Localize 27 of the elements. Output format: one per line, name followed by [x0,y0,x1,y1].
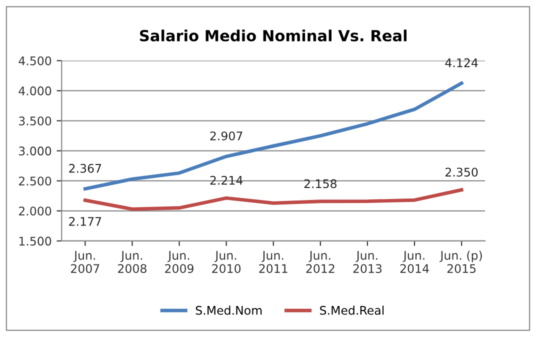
x-tick-label: Jun. 2014 [400,251,429,274]
x-tick-label: Jun. 2012 [306,251,334,274]
x-tick-label: Jun. 2013 [353,251,382,274]
legend-label: S.Med.Real [320,306,384,315]
y-tick-label: 4.500 [18,56,52,66]
x-tick-label: Jun. 2011 [259,251,288,274]
line-series [83,188,464,211]
y-tick-label: 1.500 [19,236,52,246]
y-tick-label: 3.500 [19,116,52,126]
x-tick-label: Jun. 2010 [212,251,241,274]
data-label: 2.158 [304,179,336,188]
data-label: 2.907 [210,131,242,140]
chart-title: Salario Medio Nominal Vs. Real [140,30,407,42]
data-label: 2.367 [69,164,102,173]
x-tick-label: Jun. 2008 [118,251,146,274]
y-tick-label: 3.000 [19,146,52,156]
x-tick-label: Jun. (p) 2015 [440,250,482,274]
data-label: 2.350 [446,168,478,177]
data-label: 2.214 [210,176,243,185]
y-tick-label: 2.000 [18,206,52,216]
y-tick-label: 2.500 [18,176,52,186]
x-tick-label: Jun. 2007 [71,251,100,274]
x-tick-label: Jun. 2009 [165,251,194,274]
legend-label: S.Med.Nom [196,306,262,315]
y-tick-label: 4.000 [18,86,52,96]
data-label: 4.124 [445,58,478,68]
data-label: 2.177 [69,216,102,226]
